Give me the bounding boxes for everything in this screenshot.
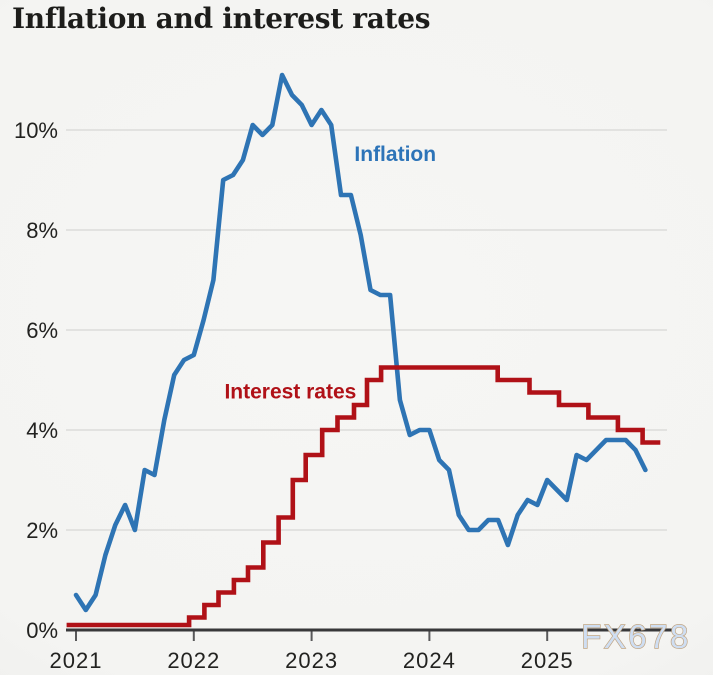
interest-rates-series-label: Interest rates [224,381,356,404]
gridlines [66,129,667,531]
x-axis-label: 2025 [521,648,574,673]
chart-title: Inflation and interest rates [12,2,431,35]
interest-rates-line [66,365,661,628]
inflation-series-label: Inflation [354,143,436,166]
y-axis-label: 10% [14,118,58,143]
x-axis-label: 2021 [50,648,103,673]
y-axis-label: 2% [26,518,58,543]
y-axis-label: 8% [26,218,58,243]
y-axis-labels: 0% 2% 4% 6% 8% 10% [14,118,58,643]
x-axis-label: 2024 [403,648,456,673]
y-axis-label: 0% [26,618,58,643]
y-axis-label: 6% [26,318,58,343]
x-axis-label: 2023 [285,648,338,673]
x-axis-labels: 2021 2022 2023 2024 2025 [50,648,574,673]
x-axis-label: 2022 [167,648,220,673]
watermark-fx678: FX678 [581,618,691,655]
y-axis-label: 4% [26,418,58,443]
x-axis [66,628,672,641]
inflation-line [73,72,648,613]
